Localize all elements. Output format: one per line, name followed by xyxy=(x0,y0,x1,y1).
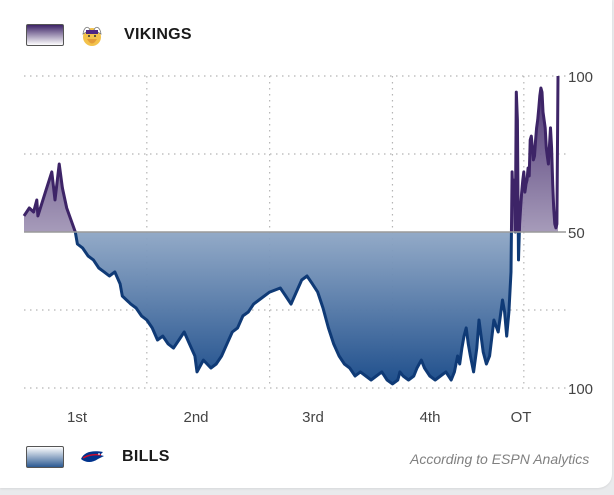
vikings-color-swatch xyxy=(26,24,64,46)
vikings-logo-icon xyxy=(82,26,102,46)
y-tick-label: 100 xyxy=(568,69,593,86)
x-tick-label: 2nd xyxy=(183,409,208,426)
bills-logo-icon xyxy=(81,451,104,462)
y-tick-label: 100 xyxy=(568,381,593,398)
x-tick-label: 4th xyxy=(420,409,441,426)
bills-line xyxy=(73,232,521,386)
bills-team-name: BILLS xyxy=(122,448,170,465)
x-tick-label: 3rd xyxy=(302,409,324,426)
x-tick-label: OT xyxy=(511,409,532,426)
bills-area xyxy=(24,232,558,384)
team-header-vikings: VIKINGS xyxy=(26,20,192,50)
source-note: According to ESPN Analytics xyxy=(410,451,590,467)
vikings-line xyxy=(22,75,560,232)
y-tick-label: 50 xyxy=(568,225,585,242)
bills-color-swatch xyxy=(26,446,64,468)
team-header-bills: BILLS xyxy=(26,442,170,472)
x-tick-label: 1st xyxy=(67,409,88,426)
win-probability-chart: 100 50 100 1st 2nd 3rd 4th OT xyxy=(22,69,593,426)
vikings-team-name: VIKINGS xyxy=(124,26,192,43)
